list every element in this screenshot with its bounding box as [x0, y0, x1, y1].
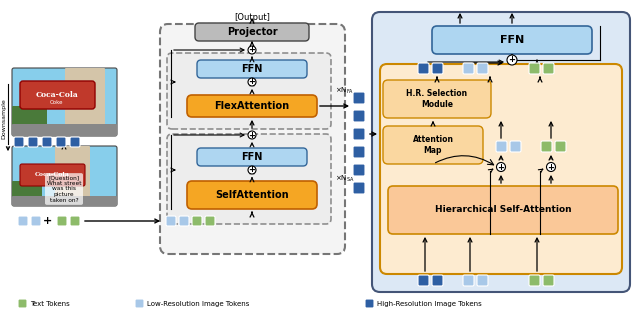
Text: +: +: [497, 163, 504, 171]
FancyBboxPatch shape: [12, 181, 42, 206]
FancyBboxPatch shape: [70, 216, 80, 226]
FancyBboxPatch shape: [541, 141, 552, 152]
FancyBboxPatch shape: [353, 146, 365, 158]
FancyBboxPatch shape: [160, 24, 345, 254]
Text: Downsample: Downsample: [1, 99, 6, 139]
FancyBboxPatch shape: [192, 216, 202, 226]
FancyBboxPatch shape: [20, 164, 85, 186]
FancyBboxPatch shape: [432, 63, 443, 74]
FancyBboxPatch shape: [12, 124, 117, 136]
FancyBboxPatch shape: [167, 134, 331, 224]
Text: Coca-Cola: Coca-Cola: [36, 91, 78, 99]
Text: +: +: [248, 78, 255, 86]
Text: Hierarchical Self-Attention: Hierarchical Self-Attention: [435, 205, 572, 214]
FancyBboxPatch shape: [28, 137, 38, 147]
FancyBboxPatch shape: [365, 299, 374, 308]
FancyBboxPatch shape: [353, 92, 365, 104]
Text: FlexAttention: FlexAttention: [214, 101, 289, 111]
Text: FFN: FFN: [241, 64, 262, 74]
FancyBboxPatch shape: [42, 137, 52, 147]
FancyBboxPatch shape: [432, 275, 443, 286]
FancyBboxPatch shape: [418, 63, 429, 74]
FancyBboxPatch shape: [353, 182, 365, 194]
FancyBboxPatch shape: [18, 299, 27, 308]
FancyBboxPatch shape: [20, 81, 95, 109]
FancyBboxPatch shape: [477, 63, 488, 74]
Text: FFN: FFN: [241, 152, 262, 162]
FancyBboxPatch shape: [18, 216, 28, 226]
FancyBboxPatch shape: [195, 23, 309, 41]
FancyBboxPatch shape: [353, 164, 365, 176]
Text: +: +: [44, 216, 52, 226]
FancyBboxPatch shape: [179, 216, 189, 226]
FancyBboxPatch shape: [529, 63, 540, 74]
Text: +: +: [248, 165, 255, 175]
Text: +: +: [248, 46, 255, 55]
FancyBboxPatch shape: [65, 68, 105, 136]
FancyBboxPatch shape: [463, 275, 474, 286]
FancyBboxPatch shape: [496, 141, 507, 152]
FancyBboxPatch shape: [167, 53, 331, 129]
FancyBboxPatch shape: [12, 106, 47, 136]
FancyBboxPatch shape: [418, 275, 429, 286]
FancyBboxPatch shape: [12, 146, 117, 206]
FancyBboxPatch shape: [31, 216, 41, 226]
FancyBboxPatch shape: [197, 60, 307, 78]
Text: ×N$_\mathsf{SA}$: ×N$_\mathsf{SA}$: [335, 174, 355, 184]
FancyBboxPatch shape: [353, 110, 365, 122]
FancyBboxPatch shape: [187, 95, 317, 117]
Circle shape: [248, 46, 256, 54]
FancyBboxPatch shape: [56, 137, 66, 147]
FancyBboxPatch shape: [388, 186, 618, 234]
Circle shape: [248, 166, 256, 174]
Text: Coke: Coke: [51, 100, 64, 106]
Text: +: +: [547, 163, 554, 171]
FancyBboxPatch shape: [383, 80, 491, 118]
Text: +: +: [509, 56, 515, 64]
FancyBboxPatch shape: [70, 137, 80, 147]
FancyBboxPatch shape: [543, 275, 554, 286]
Text: [Output]: [Output]: [234, 14, 270, 23]
Text: High-Resolution Image Tokens: High-Resolution Image Tokens: [377, 301, 482, 307]
Text: [Question]
What street
was this
picture
taken on?: [Question] What street was this picture …: [47, 175, 81, 203]
FancyBboxPatch shape: [12, 196, 117, 206]
Text: Coca-Cola: Coca-Cola: [35, 172, 69, 177]
FancyBboxPatch shape: [135, 299, 144, 308]
Text: SelfAttention: SelfAttention: [215, 190, 289, 200]
FancyBboxPatch shape: [197, 148, 307, 166]
FancyBboxPatch shape: [432, 26, 592, 54]
Text: Projector: Projector: [227, 27, 277, 37]
Text: Low-Resolution Image Tokens: Low-Resolution Image Tokens: [147, 301, 250, 307]
FancyBboxPatch shape: [205, 216, 215, 226]
Circle shape: [248, 78, 256, 86]
FancyBboxPatch shape: [477, 275, 488, 286]
Text: Attention
Map: Attention Map: [413, 135, 454, 155]
Text: FFN: FFN: [500, 35, 524, 45]
FancyBboxPatch shape: [555, 141, 566, 152]
FancyBboxPatch shape: [383, 126, 483, 164]
Text: Text Tokens: Text Tokens: [30, 301, 70, 307]
FancyBboxPatch shape: [55, 146, 90, 206]
Circle shape: [248, 131, 256, 139]
FancyBboxPatch shape: [57, 216, 67, 226]
FancyBboxPatch shape: [463, 63, 474, 74]
FancyBboxPatch shape: [187, 181, 317, 209]
Text: ×N$_\mathsf{FA}$: ×N$_\mathsf{FA}$: [335, 86, 355, 96]
Circle shape: [507, 55, 517, 65]
Text: H.R. Selection
Module: H.R. Selection Module: [406, 89, 468, 109]
Text: +: +: [248, 131, 255, 139]
FancyBboxPatch shape: [12, 68, 117, 136]
FancyBboxPatch shape: [529, 275, 540, 286]
Circle shape: [547, 163, 556, 171]
FancyBboxPatch shape: [510, 141, 521, 152]
FancyBboxPatch shape: [14, 137, 24, 147]
FancyBboxPatch shape: [380, 64, 622, 274]
FancyBboxPatch shape: [372, 12, 630, 292]
FancyBboxPatch shape: [353, 128, 365, 140]
FancyBboxPatch shape: [543, 63, 554, 74]
FancyBboxPatch shape: [166, 216, 176, 226]
Circle shape: [497, 163, 506, 171]
